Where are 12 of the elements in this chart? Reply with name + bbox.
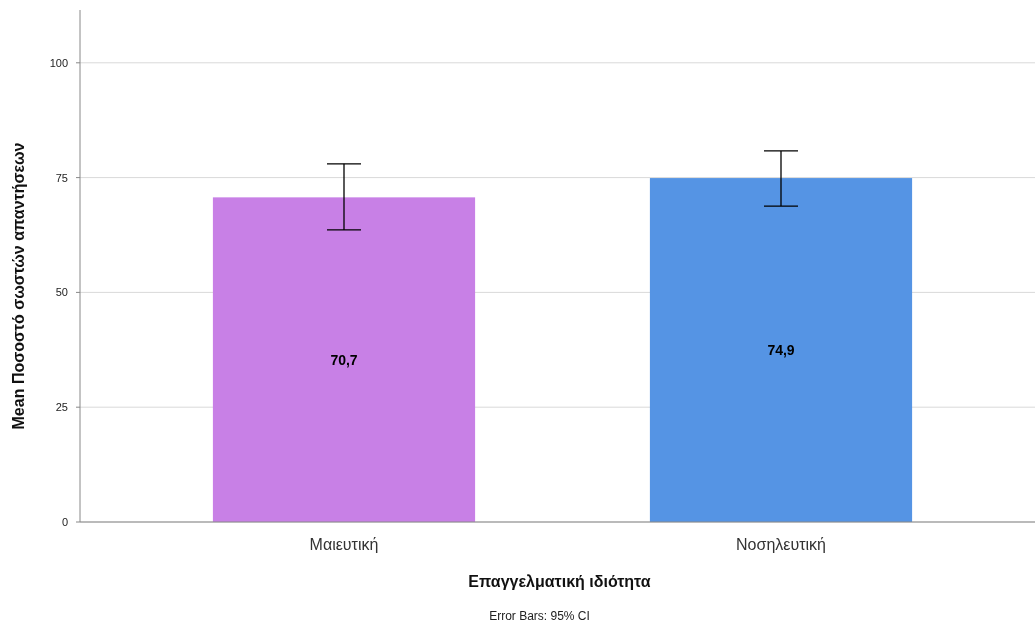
- data-label: 70,7: [330, 351, 358, 368]
- y-tick-label: 75: [55, 171, 68, 184]
- y-axis-title: Mean Ποσοστό σωστών απαντήσεων: [10, 142, 27, 430]
- x-tick-label: Νοσηλευτική: [736, 536, 826, 553]
- x-axis-title: Επαγγελματική ιδιότητα: [468, 573, 651, 590]
- y-tick-label: 25: [55, 401, 68, 414]
- text: Error Bars: 95% CI: [489, 609, 590, 623]
- x-tick-label: Μαιευτική: [309, 536, 379, 553]
- y-tick-label: 100: [49, 56, 68, 69]
- y-tick-label: 50: [55, 286, 68, 299]
- y-tick-label: 0: [61, 516, 68, 528]
- data-label: 74,9: [767, 342, 795, 359]
